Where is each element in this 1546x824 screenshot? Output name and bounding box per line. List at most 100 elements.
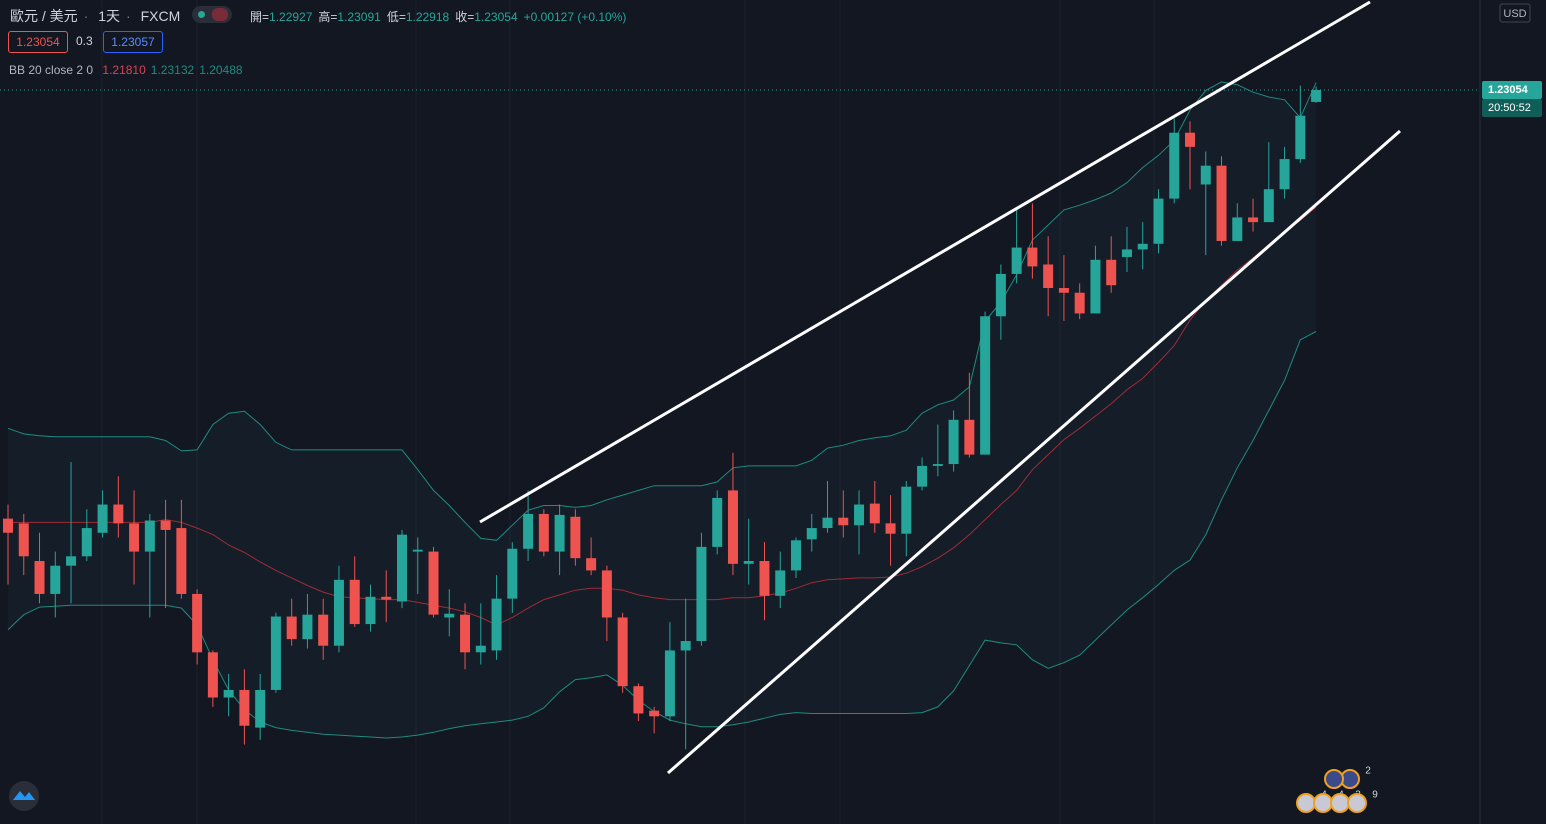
logo-icon (13, 791, 35, 800)
symbol-line: 歐元 / 美元 · 1天 · FXCM (10, 8, 181, 24)
candle-body (1169, 132, 1180, 199)
candle-body (460, 614, 471, 653)
candle-body (885, 523, 896, 534)
band-line (7, 81, 1317, 541)
candle-body (333, 579, 344, 646)
change: +0.00127 (+0.10%) (523, 10, 627, 24)
candle-body (1311, 89, 1322, 102)
candle-body (397, 534, 407, 602)
candle-body (538, 513, 549, 552)
event-icon (1324, 769, 1344, 789)
candle-body (822, 517, 833, 529)
events: 24439 (1296, 766, 1378, 813)
candle-body (428, 551, 439, 615)
axis-labels: 1.23054 20:50:52 (1482, 80, 1542, 117)
candle-body (948, 419, 959, 465)
event-icon (1313, 793, 1333, 813)
status-toggle[interactable] (192, 6, 232, 23)
status-market (212, 8, 228, 21)
ohlc-legend: 開=1.22927 高=1.23091 低=1.22918 收=1.23054 +0.0… (250, 8, 632, 25)
spread: 0.3 (76, 34, 93, 48)
candle-body (869, 503, 880, 524)
candle-body (917, 465, 928, 487)
candle-body (1090, 259, 1101, 314)
event-icon (1296, 793, 1316, 813)
candle-body (302, 614, 313, 640)
candle-body (806, 528, 817, 540)
candle-body (192, 593, 203, 653)
candle-body (365, 596, 376, 625)
legend-value: 1.23054 (474, 10, 518, 24)
trend-line[interactable] (479, 0, 1371, 524)
candle-body (412, 549, 423, 552)
candle-body (775, 570, 786, 596)
candle-body (743, 561, 754, 564)
candle-body (475, 645, 486, 653)
candle-body (1185, 132, 1195, 147)
event-icon (1347, 793, 1367, 813)
buy-button[interactable]: 1.23057 (103, 31, 163, 53)
currency-box[interactable] (1499, 3, 1531, 23)
trend-line[interactable] (667, 129, 1401, 775)
candle-body (633, 686, 644, 714)
countdown-box (1482, 98, 1542, 117)
candle-body (601, 570, 612, 618)
indicator-value: 1.23132 (150, 63, 195, 77)
candle-body (176, 528, 187, 594)
legend-value: 1.23091 (337, 10, 381, 24)
candle-body (18, 523, 29, 557)
candle-body (1279, 159, 1290, 190)
candle-body (664, 650, 675, 717)
candle-body (586, 558, 597, 571)
candle-body (1137, 243, 1148, 250)
candle-body (570, 516, 581, 559)
candles (0, 85, 1480, 750)
candle-body (239, 689, 250, 726)
event-count: 9 (1372, 790, 1378, 801)
sell-button[interactable]: 1.23054 (8, 31, 68, 53)
candle-body (144, 520, 155, 552)
interval[interactable]: 1天 (98, 8, 121, 24)
candle-body (1295, 115, 1306, 160)
legend-label: 開= (250, 10, 270, 24)
candle-body (318, 614, 329, 646)
candle-body (1058, 288, 1069, 293)
candle-body (854, 504, 865, 526)
band-line (8, 206, 1317, 626)
candle-body (980, 316, 991, 455)
candle-body (932, 464, 943, 466)
candle-body (712, 497, 723, 547)
candle-body (81, 528, 92, 557)
candle-body (1263, 189, 1274, 223)
band-fill (8, 81, 1317, 738)
candle-body (381, 596, 392, 600)
candle-body (66, 556, 77, 566)
candle-body (1043, 264, 1054, 289)
candle-body (160, 520, 171, 530)
candle-body (1074, 292, 1085, 314)
candle-body (1153, 198, 1164, 244)
candle-body (507, 548, 518, 599)
candle-body (97, 504, 108, 533)
last-price-label: 1.23054 (1488, 84, 1529, 96)
candle-body (129, 523, 140, 552)
exchange: FXCM (140, 8, 181, 24)
candle-body (554, 514, 565, 552)
symbol[interactable]: 歐元 / 美元 (10, 8, 78, 24)
candle-body (255, 689, 266, 728)
legend-label: 收= (455, 10, 475, 24)
candle-body (1232, 217, 1243, 241)
status-dot (198, 11, 205, 18)
candle-body (444, 613, 455, 618)
candle-body (964, 419, 975, 455)
candle-body (1200, 165, 1211, 185)
candle-body (680, 641, 691, 651)
candle-body (838, 517, 849, 526)
candle-body (34, 561, 45, 594)
indicator-name[interactable]: BB 20 close 2 0 (9, 63, 94, 77)
candle-body (270, 616, 281, 690)
legend-value: 1.22927 (269, 10, 313, 24)
